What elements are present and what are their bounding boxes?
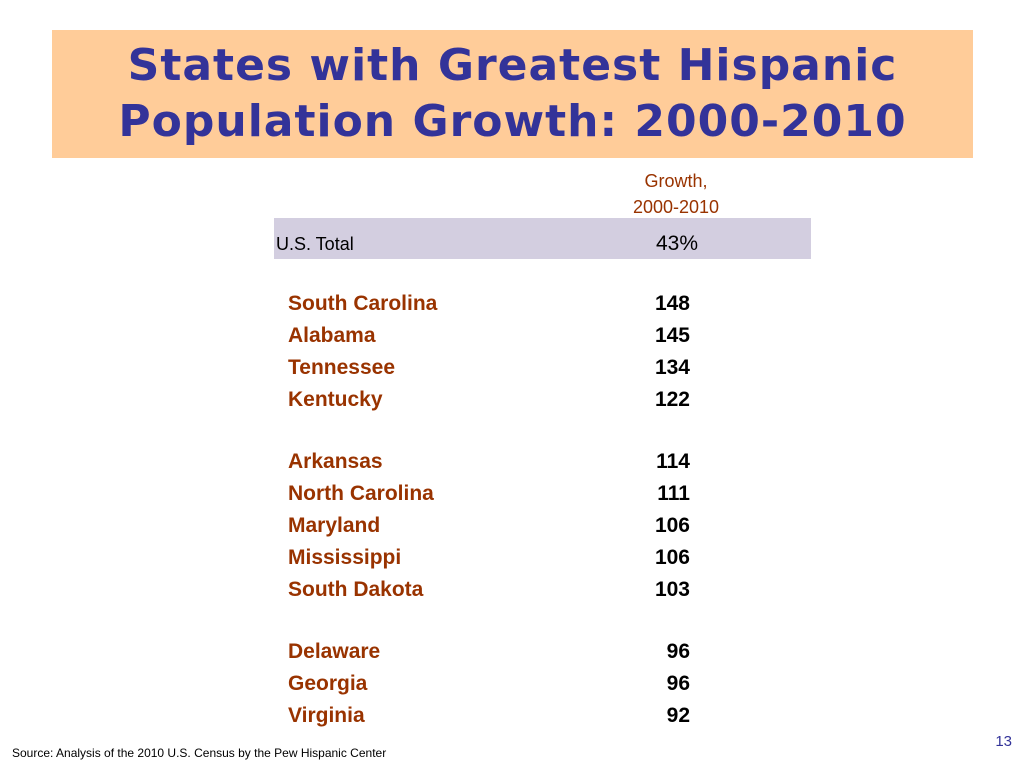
slide-page-number: 13 — [995, 733, 1012, 750]
growth-value: 106 — [654, 546, 690, 569]
table-row: Virginia 92 — [288, 702, 708, 734]
growth-value: 106 — [654, 514, 690, 537]
state-name: North Carolina — [288, 482, 434, 505]
table-row: Mississippi 106 — [288, 544, 708, 576]
growth-value: 103 — [654, 578, 690, 601]
growth-column-header-line-2: 2000-2010 — [632, 197, 720, 217]
table-row: Georgia 96 — [288, 670, 708, 702]
growth-value: 122 — [654, 388, 690, 411]
state-name: Mississippi — [288, 546, 402, 569]
growth-value: 148 — [654, 292, 690, 315]
slide-title-line-1: States with Greatest Hispanic — [127, 40, 898, 91]
state-name: Tennessee — [288, 356, 395, 379]
state-name: Kentucky — [288, 388, 383, 411]
table-row: Tennessee 134 — [288, 354, 708, 386]
slide-title-line-2: Population Growth: 2000-2010 — [118, 96, 907, 147]
growth-value: 92 — [666, 704, 690, 727]
growth-value: 111 — [657, 482, 690, 505]
title-banner: States with Greatest Hispanic Population… — [52, 30, 973, 158]
growth-value: 145 — [654, 324, 690, 347]
us-total-value: 43% — [655, 232, 699, 255]
state-name: Arkansas — [288, 450, 383, 473]
growth-column-header-line-1: Growth, — [644, 171, 708, 191]
growth-value: 114 — [656, 450, 690, 473]
state-name: South Dakota — [288, 578, 424, 601]
growth-value: 96 — [666, 672, 690, 695]
us-total-label: U.S. Total — [276, 234, 354, 254]
growth-column-header: Growth, 2000-2010 — [596, 168, 756, 220]
table-row: Alabama 145 — [288, 322, 708, 354]
state-name: Virginia — [288, 704, 365, 727]
table-row: Maryland 106 — [288, 512, 708, 544]
table-row: South Dakota 103 — [288, 576, 708, 608]
table-row: North Carolina 111 — [288, 480, 708, 512]
table-row: Arkansas 114 — [288, 448, 708, 480]
state-name: Maryland — [288, 514, 381, 537]
state-name: Delaware — [288, 640, 381, 663]
us-total-row: U.S. Total 43% — [274, 218, 811, 259]
growth-value: 134 — [654, 356, 690, 379]
state-name: Alabama — [288, 324, 376, 347]
table-row: South Carolina 148 — [288, 290, 708, 322]
state-name: South Carolina — [288, 292, 438, 315]
state-growth-table: South Carolina 148 Alabama 145 Tennessee… — [288, 290, 708, 734]
state-name: Georgia — [288, 672, 368, 695]
table-row: Delaware 96 — [288, 638, 708, 670]
source-citation: Source: Analysis of the 2010 U.S. Census… — [12, 746, 387, 760]
growth-value: 96 — [666, 640, 690, 663]
table-row: Kentucky 122 — [288, 386, 708, 418]
